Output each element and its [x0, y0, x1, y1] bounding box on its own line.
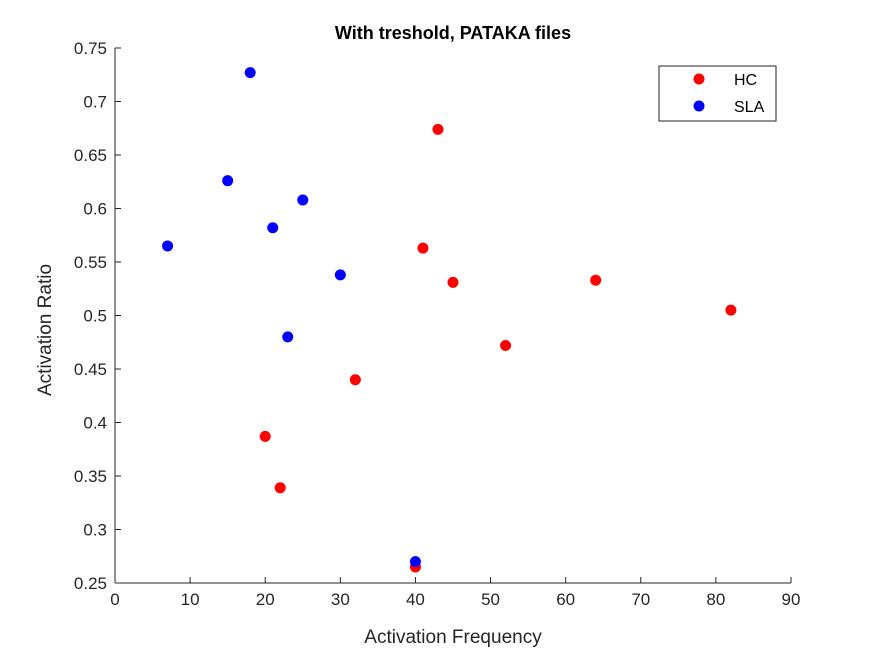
x-tick-label: 90 [782, 590, 801, 609]
y-tick-label: 0.7 [83, 93, 107, 112]
x-tick-label: 60 [556, 590, 575, 609]
y-axis-label: Activation Ratio [35, 264, 56, 396]
data-point-hc [590, 274, 602, 286]
data-point-sla [222, 175, 234, 187]
data-point-hc [259, 430, 271, 442]
x-tick-label: 80 [706, 590, 725, 609]
y-tick-label: 0.65 [74, 146, 107, 165]
y-tick-label: 0.55 [74, 253, 107, 272]
data-point-sla [244, 67, 256, 79]
legend-label-sla: SLA [734, 99, 765, 116]
x-tick-label: 70 [631, 590, 650, 609]
legend: HC SLA [658, 65, 777, 122]
data-point-hc [417, 242, 429, 254]
data-points [162, 67, 737, 573]
data-point-hc [725, 304, 737, 316]
y-tick-label: 0.4 [83, 414, 107, 433]
x-tick-label: 10 [181, 590, 200, 609]
data-point-sla [297, 194, 309, 206]
data-point-sla [267, 222, 279, 234]
x-tick-label: 30 [331, 590, 350, 609]
y-tick-label: 0.35 [74, 467, 107, 486]
data-point-hc [500, 339, 512, 351]
data-point-hc [349, 374, 361, 386]
legend-box [658, 65, 777, 122]
legend-marker-sla [693, 100, 705, 112]
data-point-sla [334, 269, 346, 281]
data-point-hc [274, 482, 286, 494]
x-tick-label: 50 [481, 590, 500, 609]
y-tick-label: 0.3 [83, 521, 107, 540]
axes: 0 10 20 30 40 50 60 70 80 90 0.25 0.3 0.35 0.4 0.45 0.5… [74, 39, 801, 609]
y-tick-label: 0.6 [83, 200, 107, 219]
x-tick-label: 40 [406, 590, 425, 609]
data-point-hc [432, 123, 444, 135]
chart-title: With treshold, PATAKA files [335, 23, 571, 43]
y-tick-label: 0.5 [83, 307, 107, 326]
data-point-sla [409, 556, 421, 568]
x-axis-label: Activation Frequency [364, 627, 542, 648]
data-point-sla [282, 331, 294, 343]
x-tick-label: 0 [110, 590, 119, 609]
legend-marker-hc [693, 73, 705, 85]
y-tick-label: 0.45 [74, 360, 107, 379]
legend-label-hc: HC [734, 72, 757, 89]
y-tick-label: 0.25 [74, 574, 107, 593]
data-point-sla [162, 240, 174, 252]
y-tick-label: 0.75 [74, 39, 107, 58]
data-point-hc [447, 276, 459, 288]
x-tick-label: 20 [256, 590, 275, 609]
